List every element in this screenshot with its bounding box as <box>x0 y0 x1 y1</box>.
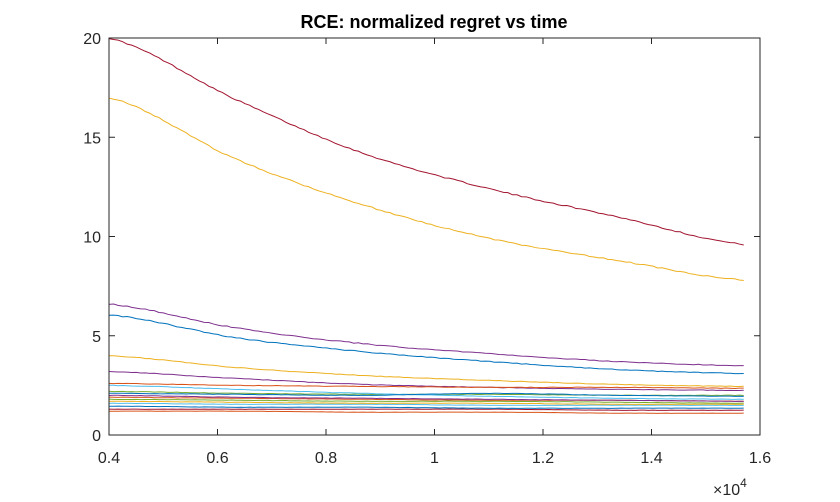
series-line-s1 <box>108 38 744 246</box>
x-tick-label: 1.6 <box>749 450 771 467</box>
series-line-s12 <box>108 398 744 404</box>
x-scale-factor: ×104 <box>713 476 747 499</box>
plot-area <box>109 38 760 435</box>
series-line-s6 <box>108 371 744 392</box>
series-line-s17 <box>108 410 744 414</box>
series-line-s2 <box>108 97 744 282</box>
series-line-s9 <box>108 384 744 400</box>
x-tick-label: 1 <box>430 450 439 467</box>
y-tick-label: 15 <box>83 130 101 147</box>
x-tick-label: 1.2 <box>532 450 554 467</box>
series-line-s7 <box>108 382 744 390</box>
x-scale-base: ×10 <box>713 482 740 499</box>
series-line-s16 <box>108 400 744 405</box>
y-ticks: 0 5 10 15 20 <box>83 31 760 445</box>
x-ticks: 0.4 0.6 0.8 1 1.2 1.4 1.6 <box>98 38 771 467</box>
series-line-s10 <box>108 392 744 397</box>
series-line-s15 <box>108 394 744 402</box>
y-tick-label: 20 <box>83 31 101 48</box>
x-tick-label: 0.6 <box>206 450 228 467</box>
y-tick-label: 10 <box>83 230 101 247</box>
x-scale-exponent: 4 <box>740 476 747 490</box>
series-line-s3 <box>108 303 744 367</box>
x-tick-label: 1.4 <box>640 450 662 467</box>
y-tick-label: 5 <box>92 329 101 346</box>
series-line-s4 <box>108 314 744 375</box>
x-tick-label: 0.4 <box>98 450 120 467</box>
series-line-s14 <box>108 402 744 406</box>
series-layer <box>108 38 744 414</box>
series-line-s18 <box>108 405 744 409</box>
chart-title: RCE: normalized regret vs time <box>300 12 567 32</box>
series-line-s13 <box>108 408 744 411</box>
series-line-s5 <box>108 355 744 388</box>
x-tick-label: 0.8 <box>315 450 337 467</box>
y-tick-label: 0 <box>92 428 101 445</box>
